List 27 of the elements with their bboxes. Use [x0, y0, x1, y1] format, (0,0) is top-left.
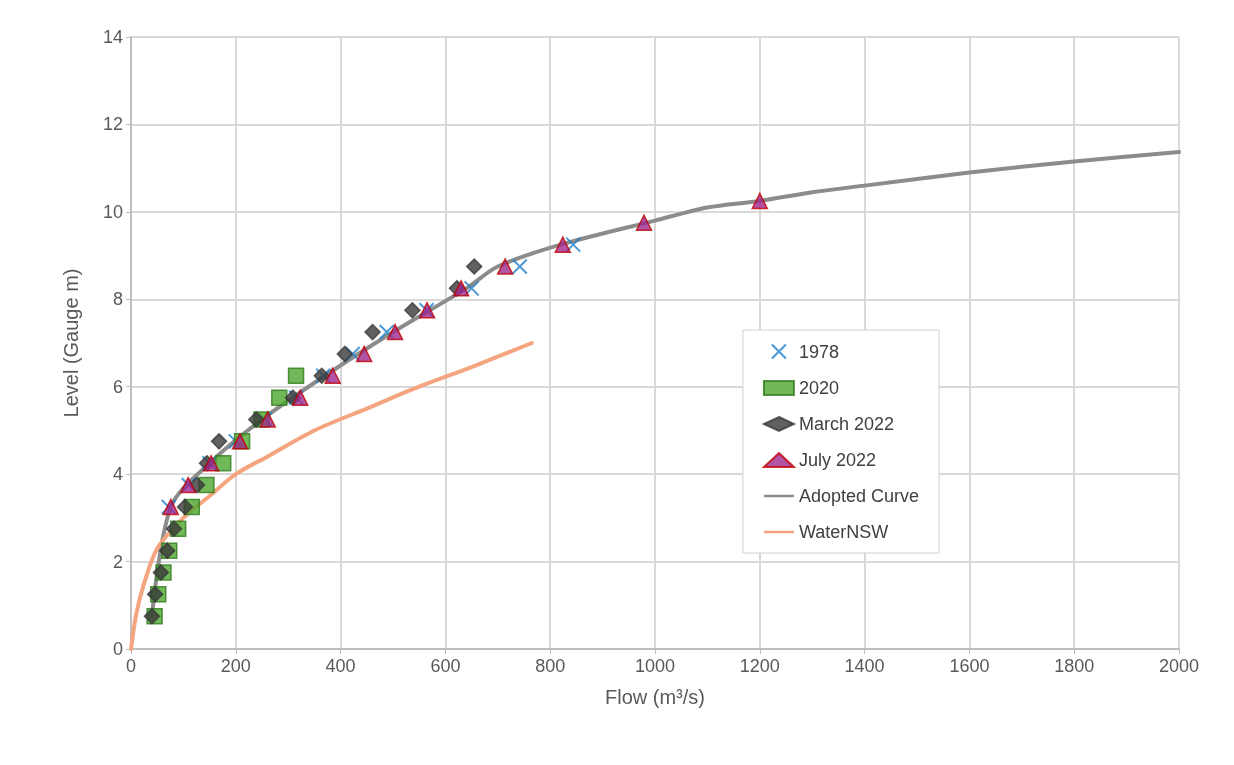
x-tick-label: 1400: [844, 656, 885, 676]
x-tick-label: 800: [535, 656, 566, 676]
y-axis-title: Level (Gauge m): [60, 268, 82, 418]
x-tick-label: 1000: [634, 656, 676, 676]
x-tick-label: 200: [220, 656, 251, 676]
legend-label: Adopted Curve: [798, 486, 919, 506]
x-tick-label: 1600: [949, 656, 990, 676]
x-tick-label: 1200: [739, 656, 780, 676]
legend-label: WaterNSW: [798, 522, 889, 542]
legend-label: July 2022: [798, 450, 876, 470]
x-tick-label: 2000: [1158, 656, 1200, 676]
y-tick-label: 6: [112, 376, 123, 397]
x-axis-title: Flow (m³/s): [605, 686, 705, 708]
x-tick-label: 0: [125, 656, 137, 676]
y-tick-label: 8: [112, 289, 123, 310]
x-tick-label: 600: [430, 656, 461, 676]
y-tick-label: 0: [112, 639, 123, 659]
y-tick-label: 14: [102, 27, 123, 47]
x-tick-label: 1800: [1054, 656, 1095, 676]
legend-label: 2020: [798, 378, 839, 398]
x-tick-label: 400: [325, 656, 356, 676]
legend-label: 1978: [798, 341, 839, 362]
y-tick-label: 10: [102, 201, 123, 222]
y-tick-label: 12: [102, 114, 123, 135]
legend-label: March 2022: [798, 414, 894, 434]
y-tick-label: 2: [112, 551, 123, 572]
y-tick-label: 4: [112, 464, 123, 485]
